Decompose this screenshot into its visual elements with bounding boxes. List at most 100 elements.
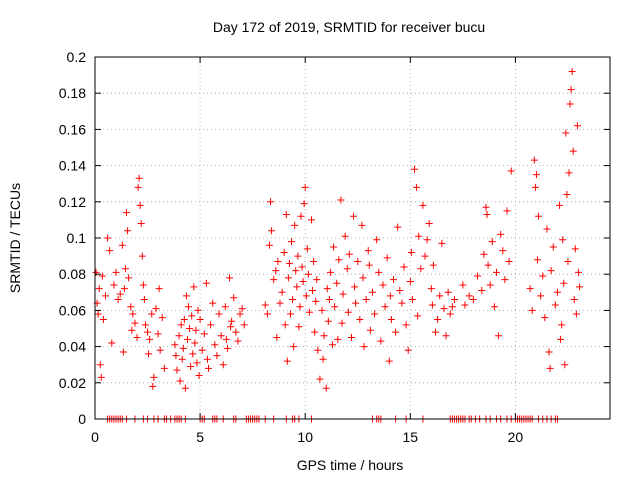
data-point [178,355,186,363]
data-point [507,167,515,175]
data-point [414,312,422,320]
data-point [408,296,416,304]
data-point [368,288,376,296]
data-point [194,306,202,314]
data-point [362,296,370,304]
data-point [572,310,580,318]
data-point [561,361,569,369]
data-point [261,301,269,309]
data-point [490,303,498,311]
data-point [411,165,419,173]
data-point [292,267,300,275]
data-point [352,299,360,307]
y-tick-label: 0.18 [59,85,86,101]
data-point [152,305,160,313]
data-point [535,212,543,220]
y-tick-label: 0.2 [67,49,87,65]
data-point [240,321,248,329]
data-point [565,169,573,177]
data-point [221,303,229,311]
data-point [202,279,210,287]
data-points [92,67,584,423]
data-point [236,310,244,318]
data-point [359,274,367,282]
data-point [263,310,271,318]
data-point [338,319,346,327]
data-point [281,321,289,329]
data-point [148,310,156,318]
data-point [429,261,437,269]
data-point [127,303,135,311]
data-point [297,212,305,220]
data-point [389,276,397,284]
data-point [427,285,435,293]
data-point [402,321,410,329]
data-point [288,238,296,246]
data-point [310,258,318,266]
data-point [219,361,227,369]
data-point [97,373,105,381]
y-tick-label: 0 [78,411,86,427]
data-point [539,272,547,280]
data-point [128,326,136,334]
data-point [116,290,124,298]
data-point [265,241,273,249]
data-point [505,258,513,266]
data-point [112,268,120,276]
x-tick-label: 5 [196,429,204,445]
data-point [377,337,385,345]
data-point [446,310,454,318]
data-point [432,328,440,336]
data-point [108,339,116,347]
data-point [273,334,281,342]
data-point [191,339,199,347]
data-point [92,268,100,276]
data-point [428,301,436,309]
data-point [300,200,308,208]
data-point [120,285,128,293]
data-point [319,355,327,363]
data-point [295,323,303,331]
data-point [302,292,310,300]
data-point [570,296,578,304]
data-point [104,234,112,242]
plot-frame [94,56,611,420]
data-point [144,328,152,336]
data-point [465,292,473,300]
data-point [450,296,458,304]
data-point [567,86,575,94]
data-point [387,315,395,323]
data-point [488,238,496,246]
data-point [98,272,106,280]
data-point [545,348,553,356]
data-point [230,294,238,302]
data-point [119,348,127,356]
data-point [497,230,505,238]
data-point [282,210,290,218]
data-point [145,350,153,358]
data-point [406,277,414,285]
y-tick-label: 0.02 [59,375,86,391]
data-point [573,122,581,130]
data-point [125,274,133,282]
data-point [280,248,288,256]
data-point [313,276,321,284]
data-point [228,317,236,325]
data-point [459,281,467,289]
data-point [154,330,162,338]
data-point [267,198,275,206]
data-point [326,268,334,276]
data-point [537,292,545,300]
data-point [553,288,561,296]
data-point [192,326,200,334]
data-point [293,283,301,291]
y-tick-label: 0.16 [59,121,86,137]
data-point [186,325,194,332]
data-point [354,258,362,266]
data-point [484,261,492,269]
data-point [499,247,507,255]
data-point [385,357,393,365]
data-point [285,259,293,267]
data-point [330,243,338,251]
data-point [276,299,284,307]
